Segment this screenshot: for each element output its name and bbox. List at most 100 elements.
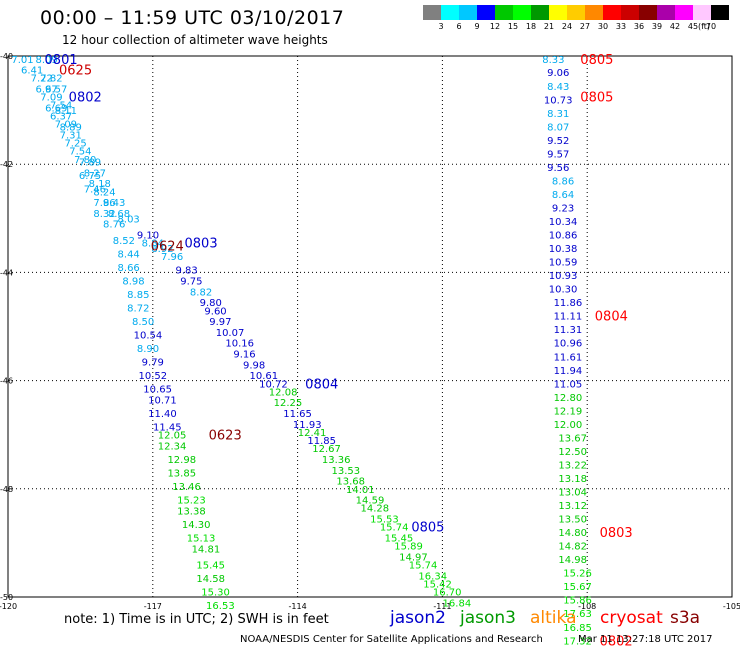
legend-altika: altika bbox=[530, 608, 577, 628]
wave-height-value: 6.75 bbox=[79, 171, 101, 182]
wave-height-value: 14.97 bbox=[399, 552, 428, 563]
wave-height-value: 6.41 bbox=[21, 66, 43, 77]
wave-height-value: 11.93 bbox=[293, 420, 322, 431]
wave-height-value: 10.38 bbox=[549, 244, 578, 255]
wave-height-value: 9.10 bbox=[137, 231, 159, 242]
color-scale-cell bbox=[711, 5, 729, 20]
wave-height-value: 8.90 bbox=[137, 344, 159, 355]
wave-height-value: 12.25 bbox=[274, 398, 303, 409]
wave-height-value: 12.67 bbox=[312, 444, 341, 455]
wave-height-value: 13.04 bbox=[558, 488, 587, 499]
wave-height-value: 10.65 bbox=[143, 385, 172, 396]
wave-height-value: 7.96 bbox=[161, 252, 183, 263]
wave-height-value: 7.09 bbox=[55, 120, 77, 131]
wave-height-value: 13.38 bbox=[177, 506, 206, 517]
wave-height-value: 11.05 bbox=[554, 379, 583, 390]
wave-height-value: 7.46 bbox=[84, 185, 106, 196]
color-scale-label: 12 bbox=[489, 22, 501, 31]
color-scale-cell bbox=[585, 5, 603, 20]
color-scale-cell bbox=[639, 5, 657, 20]
pass-time-label: 0805 bbox=[411, 521, 444, 536]
color-scale-cell bbox=[513, 5, 531, 20]
color-scale-label: 24 bbox=[561, 22, 573, 31]
wave-height-value: 9.57 bbox=[547, 149, 569, 160]
wave-height-value: 15.42 bbox=[423, 579, 452, 590]
wave-height-value: 16.85 bbox=[563, 623, 592, 634]
wave-height-value: 12.00 bbox=[554, 420, 583, 431]
wave-height-value: 9.80 bbox=[200, 298, 222, 309]
wave-height-value: 8.84 bbox=[142, 239, 164, 250]
wave-height-value: 12.34 bbox=[158, 442, 187, 453]
color-scale-cell bbox=[549, 5, 567, 20]
wave-height-value: 10.93 bbox=[549, 271, 578, 282]
legend-jason2: jason2 bbox=[390, 608, 446, 628]
wave-height-value: 9.16 bbox=[233, 350, 255, 361]
wave-height-value: 9.06 bbox=[547, 68, 569, 79]
wave-height-value: 13.53 bbox=[332, 466, 361, 477]
wave-height-value: 12.41 bbox=[298, 428, 327, 439]
wave-height-value: 7.22 bbox=[31, 74, 53, 85]
wave-height-value: 8.44 bbox=[118, 249, 140, 260]
wave-height-value: 13.50 bbox=[558, 515, 587, 526]
pass-time-label: 0625 bbox=[59, 64, 92, 79]
wave-height-value: 15.23 bbox=[177, 496, 206, 507]
timestamp-text: Mar 11 13:27:18 UTC 2017 bbox=[578, 634, 713, 645]
wave-height-value: 15.45 bbox=[385, 533, 414, 544]
wave-height-value: 10.86 bbox=[549, 231, 578, 242]
credit-text: NOAA/NESDIS Center for Satellite Applica… bbox=[240, 634, 543, 645]
x-tick-label: -111 bbox=[433, 602, 451, 611]
wave-height-value: 10.52 bbox=[138, 371, 167, 382]
page-subtitle: 12 hour collection of altimeter wave hei… bbox=[62, 33, 328, 47]
x-tick-label: -120 bbox=[0, 602, 17, 611]
wave-height-value: 8.52 bbox=[113, 236, 135, 247]
wave-height-value: 13.46 bbox=[172, 482, 201, 493]
color-scale-unit: (ft) bbox=[698, 22, 711, 31]
y-tick-label: -42 bbox=[0, 160, 13, 169]
wave-height-value: 9.75 bbox=[180, 277, 202, 288]
wave-height-value: 7.01 bbox=[11, 55, 33, 66]
legend-jason3: jason3 bbox=[460, 608, 516, 628]
wave-height-value: 9.97 bbox=[209, 317, 231, 328]
wave-height-value: 10.07 bbox=[216, 328, 245, 339]
wave-height-value: 14.28 bbox=[361, 504, 390, 515]
color-scale-label: 18 bbox=[525, 22, 537, 31]
wave-height-value: 12.05 bbox=[158, 431, 187, 442]
wave-height-value: 13.68 bbox=[336, 477, 365, 488]
pass-time-label: 0802 bbox=[600, 634, 633, 649]
wave-height-value: 9.79 bbox=[142, 358, 164, 369]
wave-height-value: 8.68 bbox=[108, 209, 130, 220]
pass-time-label: 0805 bbox=[580, 53, 613, 68]
y-tick-label: -46 bbox=[0, 377, 13, 386]
pass-time-label: 0624 bbox=[151, 239, 184, 254]
wave-height-value: 6.97 bbox=[35, 84, 57, 95]
wave-height-value: 11.65 bbox=[283, 409, 312, 420]
x-tick-label: -105 bbox=[723, 602, 740, 611]
color-scale-label: 33 bbox=[615, 22, 627, 31]
pass-time-label: 0802 bbox=[69, 91, 102, 106]
wave-height-value: 14.98 bbox=[558, 555, 587, 566]
wave-height-value: 13.18 bbox=[558, 474, 587, 485]
color-scale-label: 21 bbox=[543, 22, 555, 31]
wave-height-value: 10.59 bbox=[549, 258, 578, 269]
wave-height-value: 13.36 bbox=[322, 455, 351, 466]
wave-height-value: 15.45 bbox=[196, 561, 225, 572]
wave-height-value: 14.82 bbox=[558, 542, 587, 553]
wave-height-value: 12.50 bbox=[558, 447, 587, 458]
wave-height-value: 15.13 bbox=[187, 533, 216, 544]
wave-height-value: 15.89 bbox=[394, 542, 423, 553]
wave-height-value: 13.67 bbox=[558, 433, 587, 444]
wave-height-value: 10.16 bbox=[225, 339, 254, 350]
wave-height-value: 7.31 bbox=[60, 130, 82, 141]
wave-height-value: 10.73 bbox=[544, 95, 573, 106]
pass-time-label: 0804 bbox=[595, 310, 628, 325]
wave-height-value: 12.08 bbox=[269, 387, 298, 398]
color-scale-label: 9 bbox=[474, 22, 480, 31]
wave-height-value: 12.98 bbox=[167, 455, 196, 466]
wave-height-value: 16.70 bbox=[433, 588, 462, 599]
wave-height-value: 8.50 bbox=[132, 317, 154, 328]
wave-height-value: 6.69 bbox=[45, 103, 67, 114]
color-scale-cell bbox=[459, 5, 477, 20]
wave-height-value: 10.61 bbox=[249, 371, 278, 382]
wave-height-value: 16.84 bbox=[443, 598, 472, 609]
